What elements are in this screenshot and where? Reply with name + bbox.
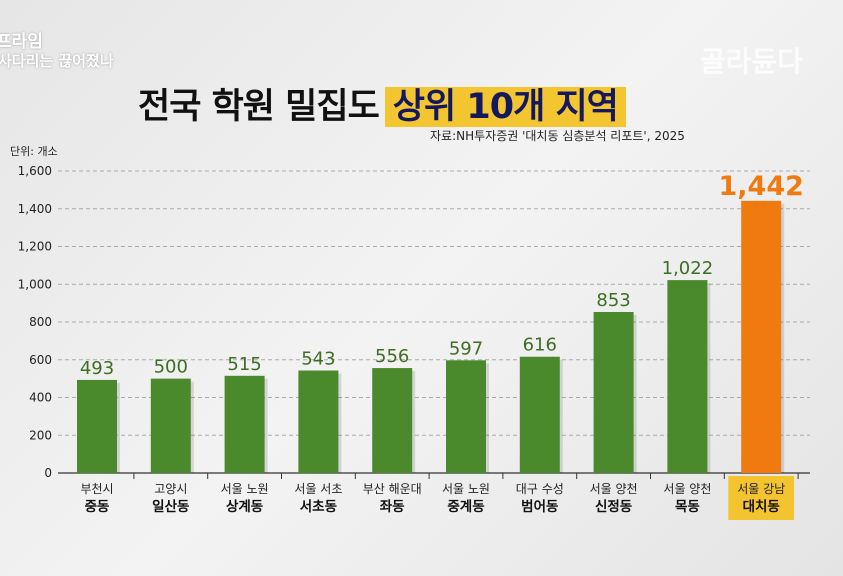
y-tick-label: 1,200 — [18, 240, 52, 254]
x-tick-label-dong: 일산동 — [152, 498, 189, 515]
value-label: 1,022 — [662, 258, 714, 279]
title-highlight: 상위 10개 지역 — [384, 87, 626, 127]
bar — [519, 356, 560, 473]
y-tick-label: 1,600 — [18, 164, 52, 178]
x-tick-label-dong: 목동 — [675, 499, 700, 515]
x-tick-label-dong: 중동 — [85, 499, 110, 515]
title-main: 전국 학원 밀집도 — [138, 87, 380, 127]
y-tick-label: 400 — [29, 391, 52, 405]
y-tick-label: 200 — [29, 428, 52, 442]
program-name: 프라임 — [0, 32, 43, 52]
watermark-logo: 골라듄다 — [700, 45, 804, 78]
x-tick-label-dong: 범어동 — [521, 498, 558, 515]
value-label: 515 — [227, 354, 261, 375]
bar — [446, 360, 486, 473]
bar — [667, 280, 708, 473]
bar — [593, 311, 634, 473]
y-tick-label: 1,000 — [18, 277, 52, 291]
value-label: 853 — [596, 290, 630, 311]
x-tick-label-dong: 대치동 — [743, 499, 780, 515]
bar — [298, 370, 339, 473]
program-subtitle: 사다리는 끊어졌나 — [0, 52, 114, 70]
highlight-label-bg — [728, 476, 795, 520]
x-tick-label-region: 서울 노원 — [442, 482, 490, 496]
value-label: 543 — [301, 349, 335, 370]
bar — [77, 379, 117, 473]
value-label: 493 — [80, 358, 114, 379]
x-tick-label-dong: 서초동 — [300, 499, 337, 515]
y-axis-unit: 단위: 개소 — [10, 145, 58, 158]
bar — [372, 368, 413, 473]
bar — [741, 200, 782, 473]
x-tick-label-dong: 상계동 — [226, 499, 263, 515]
x-tick-label-region: 대구 수성 — [516, 482, 564, 496]
x-tick-label-region: 부산 해운대 — [363, 482, 422, 496]
x-tick-label-region: 부천시 — [80, 481, 113, 496]
x-tick-label-region: 서울 양천 — [663, 481, 711, 496]
y-tick-label: 600 — [29, 353, 52, 367]
bar — [150, 378, 191, 473]
source-note: 자료:NH투자증권 '대치동 심층분석 리포트', 2025 — [430, 129, 685, 143]
x-tick-label-region: 서울 강남 — [737, 482, 785, 496]
x-tick-label-dong: 신정동 — [595, 498, 632, 515]
value-label: 597 — [449, 338, 483, 359]
value-label: 616 — [523, 335, 557, 356]
y-tick-label: 1,400 — [18, 202, 52, 216]
value-label: 556 — [375, 346, 409, 367]
y-tick-label: 800 — [29, 315, 52, 329]
x-tick-label-region: 고양시 — [154, 482, 187, 496]
x-tick-label-dong: 좌동 — [380, 499, 405, 515]
value-label: 1,442 — [718, 171, 803, 202]
x-tick-label-dong: 중계동 — [447, 499, 484, 515]
x-tick-label-region: 서울 서초 — [294, 482, 342, 496]
x-tick-label-region: 서울 양천 — [590, 481, 638, 496]
y-tick-label: 0 — [44, 466, 52, 480]
x-tick-label-region: 서울 노원 — [221, 482, 269, 496]
value-label: 500 — [154, 357, 188, 378]
chart-title: 전국 학원 밀집도 상위 10개 지역 — [138, 78, 626, 129]
bar — [224, 375, 265, 473]
